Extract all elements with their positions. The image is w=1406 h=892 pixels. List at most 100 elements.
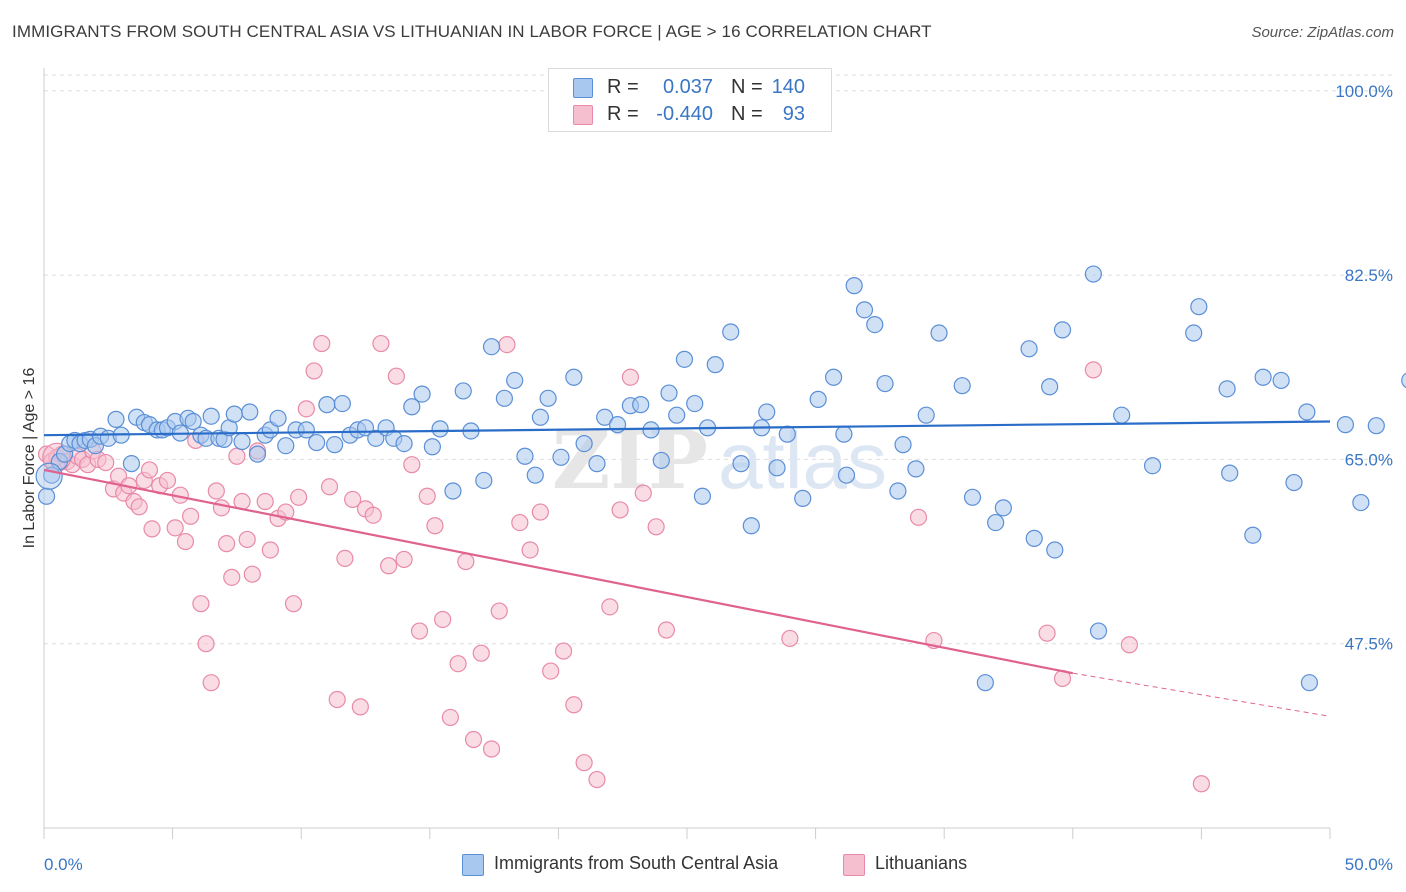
y-axis-title: In Labor Force | Age > 16 (21, 368, 38, 549)
blue-point (431, 420, 449, 438)
blue-point (552, 448, 570, 466)
blue-series-points (35, 265, 1406, 692)
pink-point (344, 490, 362, 509)
blue-point (1298, 403, 1316, 421)
blue-point (608, 416, 627, 434)
pink-point (621, 368, 640, 386)
blue-point (516, 447, 534, 465)
blue-point (732, 455, 750, 473)
pink-point (457, 552, 475, 571)
pink-point (575, 754, 593, 772)
pink-point (228, 447, 246, 465)
pink-point (1038, 624, 1056, 642)
blue-point (963, 488, 982, 506)
pink-point (657, 621, 676, 639)
pink-point (531, 503, 549, 521)
blue-point (675, 350, 694, 368)
trend-lines (43, 420, 1331, 717)
blue-point (202, 407, 220, 425)
series-legend: Immigrants from South Central Asia Lithu… (0, 852, 1406, 878)
pink-point (387, 367, 405, 385)
blue-point (454, 382, 472, 400)
blue-point (1025, 529, 1043, 547)
blue-point (917, 406, 935, 424)
pink-point (554, 642, 573, 660)
legend-r-value-blue: 0.037 (662, 76, 713, 98)
pink-point (328, 690, 346, 709)
pink-point (634, 484, 652, 502)
blue-point (632, 396, 650, 414)
blue-point (241, 403, 259, 421)
pink-point (197, 635, 215, 653)
y-tick-label: 65.0% (1345, 450, 1393, 469)
blue-point (1084, 265, 1102, 283)
blue-point (333, 394, 351, 413)
blue-point (423, 438, 441, 456)
blue-swatch (462, 854, 484, 876)
legend-row-blue: R = 0.037 N = 140 (549, 73, 831, 101)
blue-point (889, 482, 907, 500)
pink-trend-extension (1072, 672, 1331, 717)
blue-point (588, 455, 606, 473)
blue-point (1336, 416, 1355, 434)
pink-point (380, 557, 398, 575)
pink-point (305, 362, 323, 380)
blue-point (277, 437, 295, 455)
blue-point (565, 368, 583, 386)
blue-point (308, 433, 326, 452)
pink-point (243, 565, 261, 583)
blue-point (248, 445, 267, 463)
legend-row-pink: R = -0.440 N = 93 (549, 100, 831, 128)
blue-point (482, 338, 501, 356)
blue-point (475, 471, 493, 490)
pink-point (490, 602, 508, 620)
blue-point (1143, 457, 1162, 475)
pink-point (297, 400, 315, 418)
blue-point (953, 377, 971, 395)
pink-point (364, 506, 382, 524)
blue-point (526, 466, 544, 484)
pink-point (410, 622, 429, 640)
blue-point (318, 396, 336, 414)
blue-point (894, 436, 912, 454)
blue-point (660, 384, 678, 402)
blue-point (866, 315, 884, 334)
blue-point (1352, 493, 1370, 512)
pink-point (521, 541, 539, 559)
pink-point (290, 488, 308, 506)
blue-point (107, 410, 125, 428)
blue-point (987, 513, 1005, 532)
pink-point (781, 629, 799, 648)
pink-point (418, 487, 436, 505)
chart-title: IMMIGRANTS FROM SOUTH CENTRAL ASIA VS LI… (12, 22, 932, 41)
x-tick-label-min: 0.0% (44, 855, 83, 874)
pink-point (313, 334, 331, 353)
blue-point (758, 403, 776, 421)
blue-point (1089, 622, 1108, 640)
pink-point (182, 507, 200, 525)
blue-point (845, 277, 863, 295)
pink-swatch (573, 105, 593, 125)
legend-label-pink: Lithuanians (875, 853, 968, 873)
blue-point (1285, 473, 1303, 492)
axis-labels: 47.5% 65.0% 82.5% 100.0% 0.0% 50.0% In Labor F… (21, 82, 1393, 874)
pink-point (261, 541, 279, 559)
blue-trend-line (43, 420, 1331, 437)
blue-point (1113, 406, 1131, 424)
blue-point (1401, 372, 1406, 389)
blue-point (693, 487, 712, 505)
blue-point (837, 466, 856, 484)
blue-point (1254, 368, 1272, 386)
blue-point (395, 435, 413, 453)
y-tick-label: 100.0% (1335, 82, 1393, 101)
pink-point (464, 730, 483, 749)
pink-point (140, 461, 159, 479)
blue-point (1020, 340, 1038, 358)
pink-point (441, 708, 459, 727)
blue-point (233, 432, 251, 451)
pink-point (372, 334, 390, 353)
blue-point (835, 425, 853, 443)
blue-point (825, 368, 843, 386)
pink-series-points (37, 334, 1211, 793)
blue-point (1046, 541, 1064, 559)
